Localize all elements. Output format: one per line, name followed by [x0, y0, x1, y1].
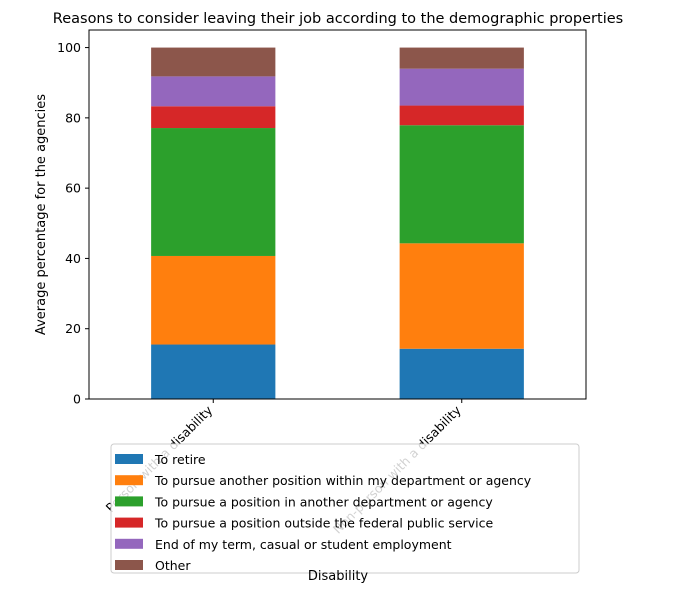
y-tick-label: 80	[65, 110, 81, 125]
bar-segment-1-3	[399, 105, 524, 126]
y-tick-label: 0	[73, 392, 81, 407]
bar-segment-0-5	[151, 47, 276, 77]
bar-segment-1-1	[399, 243, 524, 349]
legend-label: To retire	[154, 452, 206, 467]
legend-swatch	[115, 496, 143, 507]
y-tick-label: 40	[65, 251, 81, 266]
plot-frame	[88, 29, 587, 400]
legend-label: To pursue a position outside the federal…	[154, 516, 494, 531]
bar-segment-1-5	[399, 47, 524, 69]
legend-box	[110, 443, 580, 574]
bar-segment-1-2	[399, 125, 524, 244]
legend: To retire To pursue another position with…	[110, 443, 580, 574]
chart-title: Reasons to consider leaving their job ac…	[53, 11, 623, 27]
bars	[151, 47, 524, 399]
y-axis: 0 20 40 60 80 100	[57, 40, 89, 407]
bar-segment-0-4	[151, 76, 276, 107]
legend-swatch	[115, 517, 143, 528]
bar-segment-0-2	[151, 128, 276, 256]
bar-segment-0-0	[151, 344, 276, 399]
legend-swatch	[115, 475, 143, 486]
x-axis-label: Disability	[308, 569, 369, 584]
legend-label: To pursue a position in another departme…	[154, 494, 493, 509]
bar-segment-1-0	[399, 348, 524, 399]
legend-label: Other	[155, 558, 191, 573]
y-tick-label: 60	[65, 181, 81, 196]
bar-segment-0-1	[151, 255, 276, 345]
legend-label: To pursue another position within my dep…	[154, 473, 532, 488]
bar-segment-0-3	[151, 106, 276, 129]
y-tick-label: 100	[57, 40, 81, 55]
legend-swatch	[115, 454, 143, 464]
bar-segment-1-4	[399, 68, 524, 106]
legend-label: End of my term, casual or student employ…	[155, 537, 452, 552]
legend-swatch	[115, 538, 143, 549]
y-tick-label: 20	[65, 321, 81, 336]
y-axis-label: Average percentage for the agencies	[34, 94, 49, 335]
legend-swatch	[115, 560, 143, 570]
